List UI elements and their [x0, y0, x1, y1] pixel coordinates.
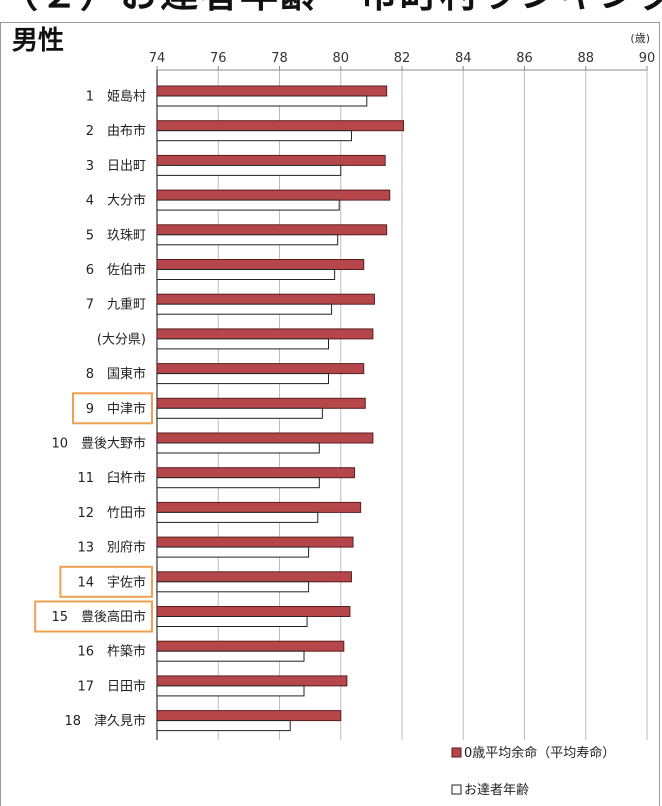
bar-life-expectancy — [156, 85, 388, 97]
bar-healthy-age — [156, 130, 352, 142]
bar-life-expectancy — [156, 536, 354, 548]
bar-healthy-age — [156, 477, 320, 489]
bar-healthy-age — [156, 511, 319, 523]
bar-healthy-age — [156, 338, 329, 350]
bar-healthy-age — [156, 199, 340, 211]
unit-label: (歳) — [630, 32, 650, 45]
bar-healthy-age — [156, 650, 305, 662]
bar-healthy-age — [156, 720, 291, 732]
legend-label-life-expectancy: 0歳平均余命（平均寿命） — [464, 745, 615, 761]
bar-life-expectancy — [156, 363, 365, 375]
x-tick-label: 88 — [577, 51, 594, 66]
category-label: 14 宇佐市 — [77, 574, 146, 590]
category-label: (大分県) — [97, 332, 146, 347]
bar-healthy-age — [156, 269, 336, 280]
category-label: 10 豊後大野市 — [51, 436, 146, 452]
bar-life-expectancy — [156, 432, 374, 444]
sex-title: 男性 — [12, 26, 65, 56]
bar-healthy-age — [156, 164, 342, 176]
category-label: 1 姫島村 — [86, 90, 146, 105]
category-label: 16 杵築市 — [77, 644, 146, 660]
page-banner-title: （２）お達者年齢 市町村ランキング — [0, 0, 662, 18]
bar-healthy-age — [156, 685, 305, 697]
category-label: 7 九重町 — [86, 297, 146, 313]
x-tick-label: 80 — [332, 51, 349, 66]
category-label: 13 別府市 — [77, 540, 146, 556]
x-tick-label: 76 — [210, 51, 227, 66]
highlight-box — [59, 565, 153, 598]
bar-life-expectancy — [156, 640, 345, 652]
x-tick-label: 84 — [455, 51, 472, 66]
bar-healthy-age — [156, 442, 320, 454]
bar-life-expectancy — [156, 259, 365, 270]
bar-life-expectancy — [156, 154, 386, 166]
category-label: 4 大分市 — [86, 193, 146, 209]
bar-life-expectancy — [156, 189, 391, 201]
bar-healthy-age — [156, 546, 310, 558]
highlight-box — [72, 392, 153, 425]
bar-healthy-age — [156, 373, 329, 385]
category-label: 8 国東市 — [86, 366, 146, 382]
bar-healthy-age — [156, 303, 333, 315]
chart-frame — [0, 22, 660, 806]
category-label: 15 豊後高田市 — [51, 609, 146, 625]
x-tick-label: 74 — [149, 51, 166, 66]
category-label: 6 佐伯市 — [86, 262, 146, 278]
category-label: 2 由布市 — [86, 123, 146, 139]
category-label: 9 中津市 — [86, 401, 146, 417]
x-tick-label: 78 — [271, 51, 288, 66]
bar-life-expectancy — [156, 571, 352, 583]
bar-life-expectancy — [156, 606, 351, 617]
bar-life-expectancy — [156, 710, 342, 722]
x-tick-label: 86 — [516, 51, 533, 66]
bar-life-expectancy — [156, 120, 405, 132]
category-label: 11 臼杵市 — [77, 470, 146, 486]
bar-healthy-age — [156, 407, 323, 419]
category-label: 18 津久見市 — [64, 713, 146, 729]
x-tick-label: 82 — [394, 51, 411, 66]
bar-life-expectancy — [156, 501, 362, 513]
bar-life-expectancy — [156, 467, 356, 479]
highlight-box — [34, 600, 154, 633]
legend-label-healthy-age: お達者年齢 — [464, 783, 529, 798]
bar-healthy-age — [156, 234, 339, 246]
legend-swatch-life-expectancy — [451, 747, 462, 758]
bar-healthy-age — [156, 95, 368, 107]
bar-healthy-age — [156, 616, 308, 627]
legend-swatch-healthy-age — [451, 784, 462, 795]
bar-life-expectancy — [156, 675, 348, 687]
category-label: 12 竹田市 — [77, 505, 146, 521]
bar-life-expectancy — [156, 224, 388, 236]
bar-healthy-age — [156, 581, 310, 593]
category-label: 17 日田市 — [77, 678, 146, 694]
bar-life-expectancy — [156, 328, 374, 340]
x-tick-label: 90 — [639, 51, 656, 66]
category-label: 5 玖珠町 — [86, 227, 146, 243]
bar-life-expectancy — [156, 397, 366, 409]
bar-life-expectancy — [156, 293, 375, 305]
category-label: 3 日出町 — [86, 159, 146, 174]
